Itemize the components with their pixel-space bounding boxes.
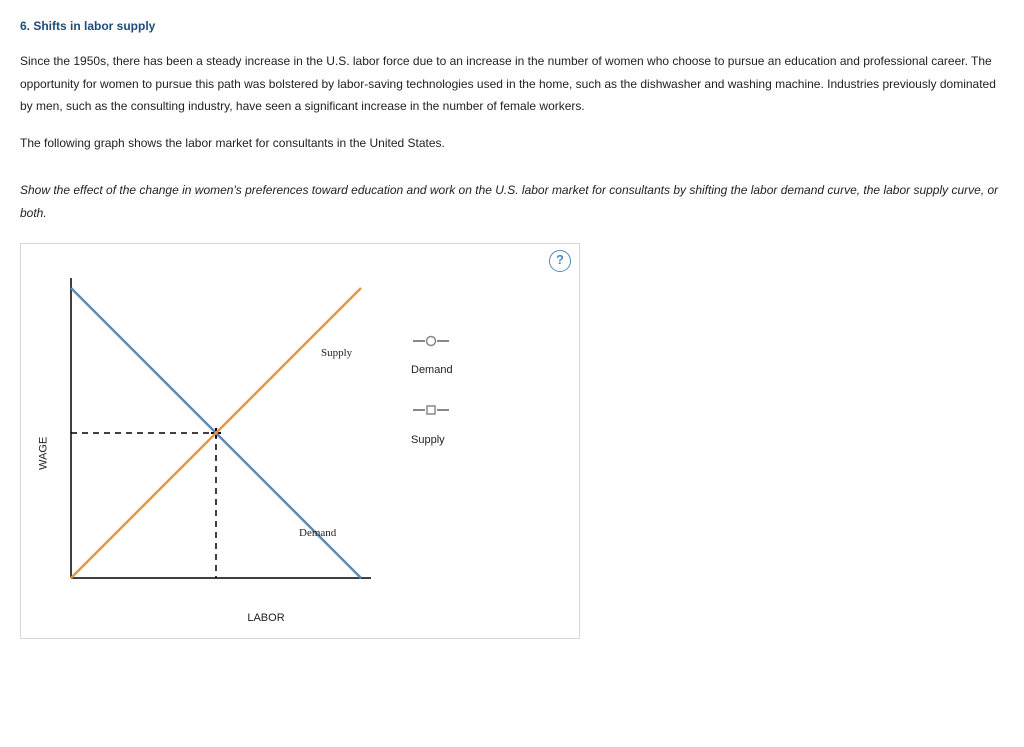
legend-demand-symbol bbox=[411, 334, 453, 355]
legend: Demand Supply bbox=[411, 334, 453, 629]
svg-text:Demand: Demand bbox=[299, 527, 337, 539]
legend-supply-label: Supply bbox=[411, 434, 445, 446]
graph-panel: ? WAGE Demand Supply LABOR Demand Supply bbox=[20, 243, 580, 640]
section-heading: 6. Shifts in labor supply bbox=[20, 15, 1004, 38]
legend-item-demand[interactable]: Demand bbox=[411, 334, 453, 382]
legend-demand-label: Demand bbox=[411, 364, 453, 376]
legend-item-supply[interactable]: Supply bbox=[411, 403, 453, 451]
plot-column: Demand Supply LABOR bbox=[51, 278, 371, 629]
help-button[interactable]: ? bbox=[549, 250, 571, 272]
paragraph-graph-intro: The following graph shows the labor mark… bbox=[20, 132, 1004, 155]
legend-supply-symbol bbox=[411, 403, 453, 424]
paragraph-context: Since the 1950s, there has been a steady… bbox=[20, 50, 1004, 118]
x-axis-label: LABOR bbox=[161, 608, 371, 629]
y-axis-label: WAGE bbox=[31, 278, 51, 629]
svg-text:Supply: Supply bbox=[321, 347, 353, 359]
instruction-text: Show the effect of the change in women's… bbox=[20, 179, 1004, 225]
supply-demand-chart[interactable]: Demand Supply bbox=[51, 278, 371, 598]
graph-body: WAGE Demand Supply LABOR Demand Supply bbox=[31, 278, 569, 629]
